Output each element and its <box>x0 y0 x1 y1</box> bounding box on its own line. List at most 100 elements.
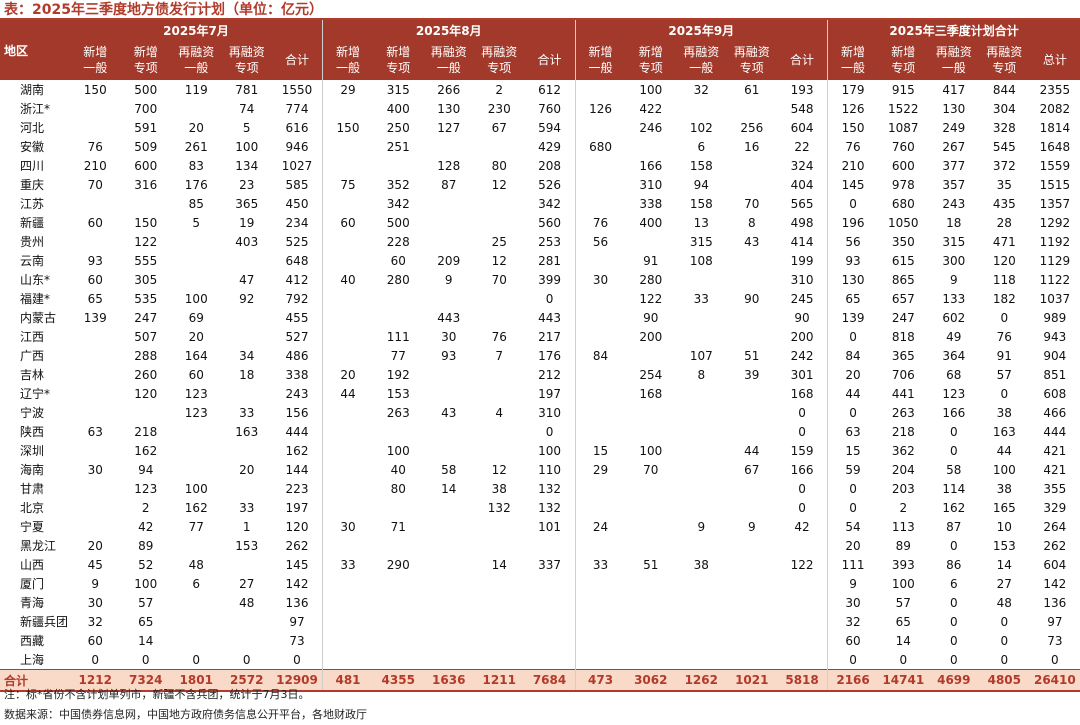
value-cell: 162 <box>134 443 158 458</box>
value-cell: 20 <box>827 365 879 384</box>
column-header-line: 合计 <box>790 53 815 67</box>
value-cell: 455 <box>285 310 309 325</box>
value-cell <box>373 593 424 612</box>
value-cell: 443 <box>437 310 461 325</box>
value-cell: 1357 <box>1039 196 1071 211</box>
value-cell: 1027 <box>281 158 313 173</box>
value-cell <box>727 574 778 593</box>
value-cell <box>626 536 677 555</box>
value-cell: 60 <box>87 633 103 648</box>
value-cell: 77 <box>390 348 406 363</box>
value-cell: 943 <box>1043 329 1067 344</box>
column-header-line: 再融资 <box>935 45 972 59</box>
value-cell: 150 <box>134 215 158 230</box>
value-cell <box>574 118 626 137</box>
table-row: 北京 2 162 33 197 132 132 0 0 2 162 165 329 <box>0 498 1080 517</box>
value-cell: 0 <box>91 652 100 667</box>
value-cell: 122 <box>134 234 158 249</box>
value-cell: 102 <box>689 120 713 135</box>
value-cell <box>70 384 121 403</box>
value-cell: 38 <box>996 405 1012 420</box>
column-header: 总计 <box>1029 40 1080 80</box>
value-cell: 0 <box>827 403 879 422</box>
value-cell: 120 <box>992 253 1016 268</box>
value-cell: 1211 <box>474 669 525 692</box>
value-cell: 338 <box>285 367 309 382</box>
column-header-line: 专项 <box>487 61 512 75</box>
value-cell: 210 <box>83 158 107 173</box>
value-cell <box>171 631 222 650</box>
value-cell: 422 <box>639 101 663 116</box>
value-cell <box>626 612 677 631</box>
value-cell: 182 <box>992 291 1016 306</box>
column-header-line: 一般 <box>941 61 966 75</box>
value-cell: 324 <box>790 158 814 173</box>
value-cell: 92 <box>239 291 255 306</box>
column-header-line: 新增 <box>133 45 158 59</box>
value-cell <box>777 536 828 555</box>
value-cell: 14 <box>491 557 507 572</box>
value-cell: 421 <box>1043 443 1067 458</box>
region-cell: 上海 <box>20 653 45 667</box>
value-cell <box>322 574 373 593</box>
value-cell: 1021 <box>726 669 778 692</box>
table-row: 四川 210 600 83 134 1027 128 80 208 166 158 324 210 600… <box>0 156 1080 175</box>
region-cell: 厦门 <box>20 577 45 591</box>
value-cell: 70 <box>87 177 103 192</box>
value-cell: 403 <box>235 234 259 249</box>
value-cell: 30 <box>87 595 103 610</box>
value-cell: 12 <box>491 177 507 192</box>
value-cell: 144 <box>285 462 309 477</box>
value-cell: 978 <box>891 177 915 192</box>
value-cell: 0 <box>827 650 879 670</box>
value-cell: 844 <box>992 82 1016 97</box>
value-cell: 132 <box>487 500 511 515</box>
value-cell: 91 <box>643 253 659 268</box>
value-cell: 176 <box>538 348 561 363</box>
column-header-line: 一般 <box>588 61 613 75</box>
value-cell: 680 <box>574 137 626 156</box>
value-cell: 134 <box>235 158 259 173</box>
value-cell: 243 <box>942 196 966 211</box>
value-cell <box>373 422 424 441</box>
value-cell: 364 <box>942 348 966 363</box>
value-cell <box>626 574 677 593</box>
table-row: 福建* 65 535 100 92 792 0 122 33 90 245 65 657 133 182 10… <box>0 289 1080 308</box>
region-cell: 新疆 <box>20 216 45 230</box>
value-cell: 0 <box>949 595 958 610</box>
value-cell <box>727 175 778 194</box>
value-cell: 281 <box>538 253 561 268</box>
value-cell: 0 <box>798 481 806 496</box>
value-cell: 70 <box>491 272 507 287</box>
table-row: 广西 288 164 34 486 77 93 7 176 84 107 51 242 84 365 364 9… <box>0 346 1080 365</box>
value-cell <box>574 498 626 517</box>
value-cell <box>676 270 727 289</box>
value-cell: 507 <box>134 329 158 344</box>
region-cell: 重庆 <box>20 178 45 192</box>
value-cell: 192 <box>386 367 410 382</box>
value-cell: 242 <box>790 348 814 363</box>
value-cell: 498 <box>790 215 814 230</box>
value-cell: 315 <box>386 82 410 97</box>
value-cell: 615 <box>891 253 915 268</box>
value-cell: 315 <box>689 234 713 249</box>
value-cell: 0 <box>899 652 908 667</box>
value-cell: 3062 <box>625 669 677 692</box>
value-cell: 6 <box>949 576 958 591</box>
table-row: 山西 45 52 48 145 33 290 14 337 33 51 38 122 111 393 86 14… <box>0 555 1080 574</box>
value-cell: 8 <box>747 215 756 230</box>
value-cell: 57 <box>996 367 1012 382</box>
value-cell: 111 <box>386 329 410 344</box>
value-cell: 76 <box>87 139 103 154</box>
value-cell <box>676 422 727 441</box>
value-cell: 159 <box>790 443 814 458</box>
value-cell: 100 <box>134 576 158 591</box>
value-cell <box>525 650 576 670</box>
value-cell: 59 <box>827 460 879 479</box>
value-cell <box>70 118 121 137</box>
value-cell: 417 <box>942 82 966 97</box>
value-cell <box>322 194 373 213</box>
value-cell <box>727 593 778 612</box>
region-cell: 海南 <box>20 463 45 477</box>
value-cell: 38 <box>491 481 507 496</box>
